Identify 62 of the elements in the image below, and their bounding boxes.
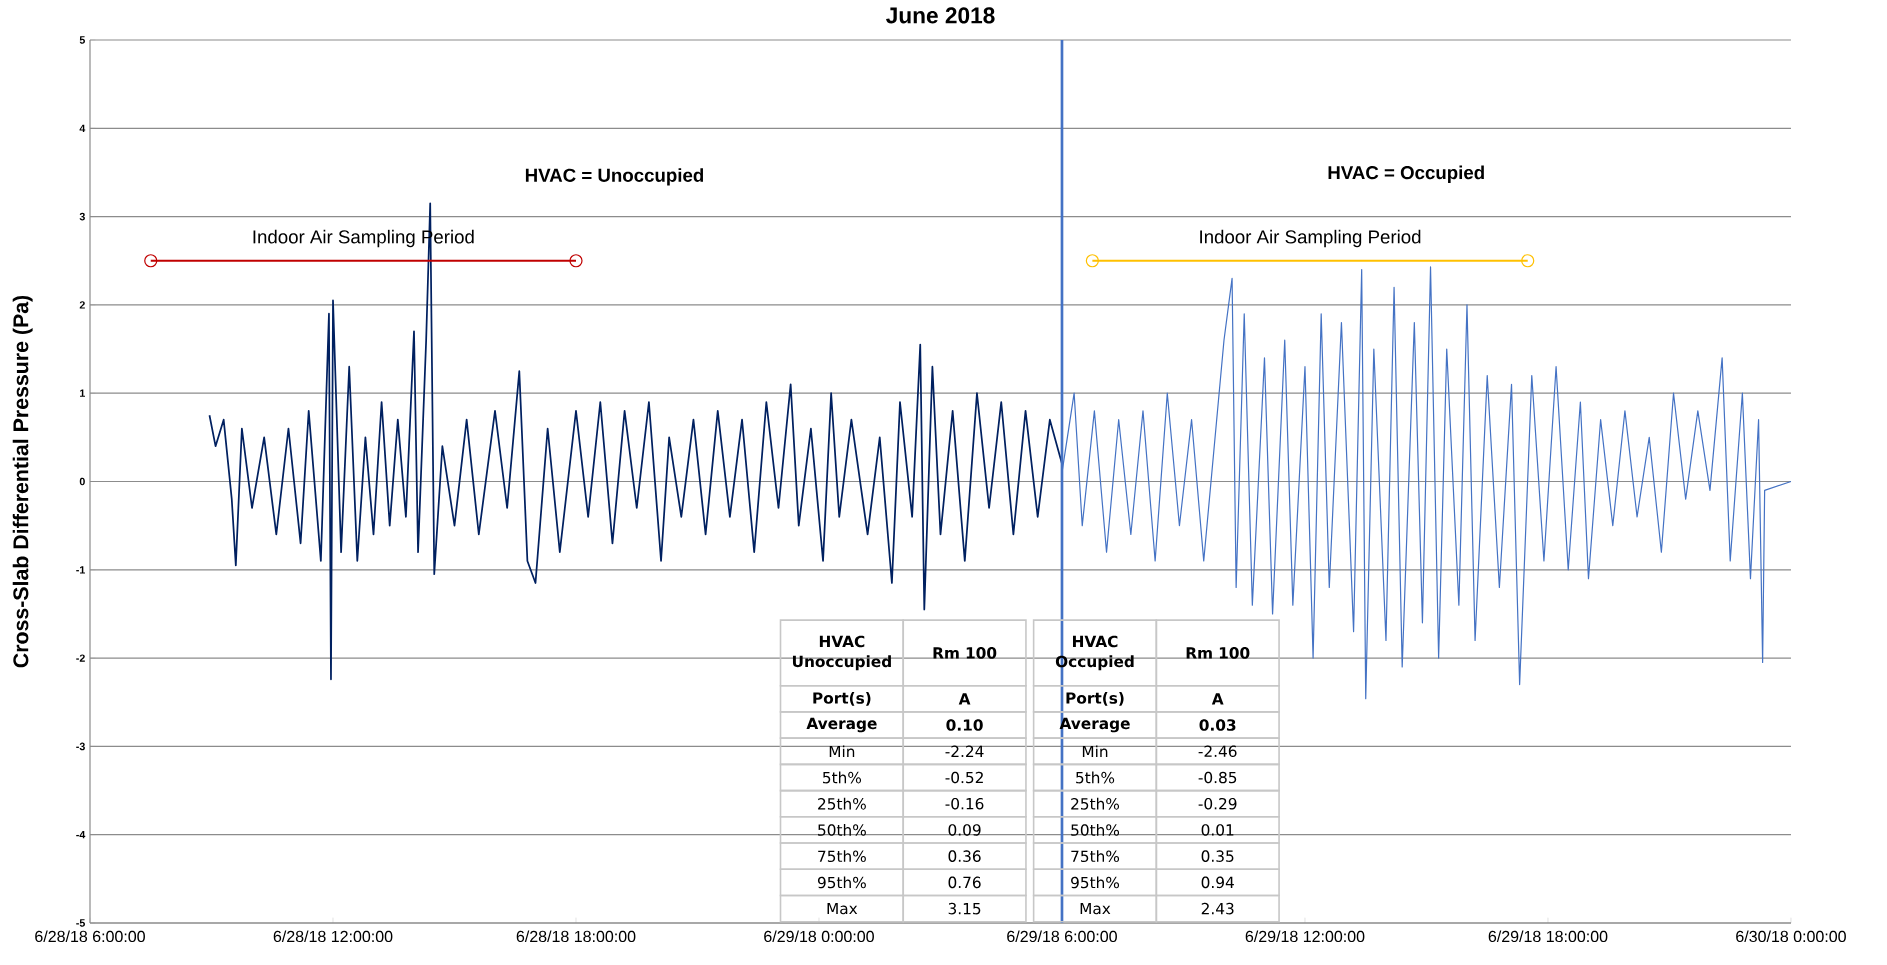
annotation: -2.24	[945, 745, 984, 757]
annotation: 0.35	[1201, 850, 1234, 862]
x-tick-label: 6/30/18 0:00:00	[1736, 930, 1846, 943]
y-tick-label: -3	[76, 742, 85, 751]
annotation: 3.15	[948, 902, 981, 915]
y-tick-label: -1	[76, 566, 85, 574]
y-axis-title: Cross-Slab Differential Pressure (Pa)	[12, 295, 33, 668]
annotation: Min	[1082, 745, 1108, 758]
annotation: -0.29	[1198, 797, 1237, 810]
annotation: 0.09	[948, 824, 981, 836]
annotation: 0.94	[1201, 876, 1234, 889]
x-tick-label: 6/28/18 6:00:00	[35, 930, 145, 943]
annotation: 75th%	[1071, 850, 1120, 863]
annotation: Max	[827, 902, 858, 915]
annotation: Rm 100	[933, 647, 997, 659]
annotation: 95th%	[817, 876, 866, 889]
annotation: 95th%	[1071, 876, 1120, 889]
annotation: HVAC = Unoccupied	[525, 168, 704, 186]
annotation: 5th%	[823, 771, 862, 784]
annotation: 0.36	[948, 850, 981, 862]
annotation: 0.01	[1201, 824, 1234, 836]
annotation: Port(s)	[1066, 691, 1124, 706]
y-tick-label: 1	[80, 389, 85, 397]
annotation: Min	[829, 745, 855, 758]
x-tick-label: 6/29/18 0:00:00	[764, 930, 874, 943]
annotation: 2.43	[1201, 902, 1234, 915]
annotation: 50th%	[818, 824, 866, 836]
annotation: Average	[806, 717, 877, 733]
annotation: -0.16	[945, 797, 984, 810]
annotation: Rm 100	[1186, 647, 1250, 659]
chart-title: June 2018	[886, 7, 995, 24]
annotation: -0.52	[945, 771, 983, 784]
annotation: -2.46	[1198, 745, 1237, 758]
x-tick-label: 6/29/18 18:00:00	[1488, 930, 1608, 943]
annotation: 25th%	[1071, 797, 1120, 810]
annotation: Max	[1080, 902, 1111, 915]
annotation: HVAC = Occupied	[1328, 165, 1484, 183]
x-tick-label: 6/29/18 6:00:00	[1007, 930, 1117, 943]
annotation: 0.10	[946, 719, 983, 731]
annotation: Port(s)	[813, 691, 871, 706]
y-tick-label: -4	[76, 831, 86, 839]
y-tick-label: 2	[79, 301, 85, 309]
annotation: 0.76	[948, 876, 981, 889]
annotation: 5th%	[1076, 771, 1115, 784]
y-tick-label: 5	[79, 36, 85, 44]
x-tick-label: 6/28/18 12:00:00	[273, 930, 393, 943]
annotation: 25th%	[818, 797, 866, 810]
x-tick-label: 6/29/18 12:00:00	[1245, 930, 1365, 943]
y-tick-label: 3	[79, 212, 85, 221]
annotation: A	[958, 693, 971, 705]
annotation: HVAC Unoccupied	[792, 635, 891, 671]
annotation: A	[1211, 693, 1224, 705]
annotation: 75th%	[818, 850, 866, 863]
x-tick-label: 6/28/18 18:00:00	[516, 930, 636, 943]
y-tick-label: 4	[79, 124, 86, 132]
y-tick-label: -5	[76, 919, 85, 927]
series-label: Indoor Air Sampling Period	[1200, 229, 1421, 248]
annotation: 50th%	[1071, 824, 1120, 836]
y-tick-label: 0	[79, 477, 85, 486]
y-tick-label: -2	[76, 654, 85, 662]
annotation: -0.85	[1198, 771, 1237, 784]
annotation: 0.03	[1199, 719, 1236, 731]
